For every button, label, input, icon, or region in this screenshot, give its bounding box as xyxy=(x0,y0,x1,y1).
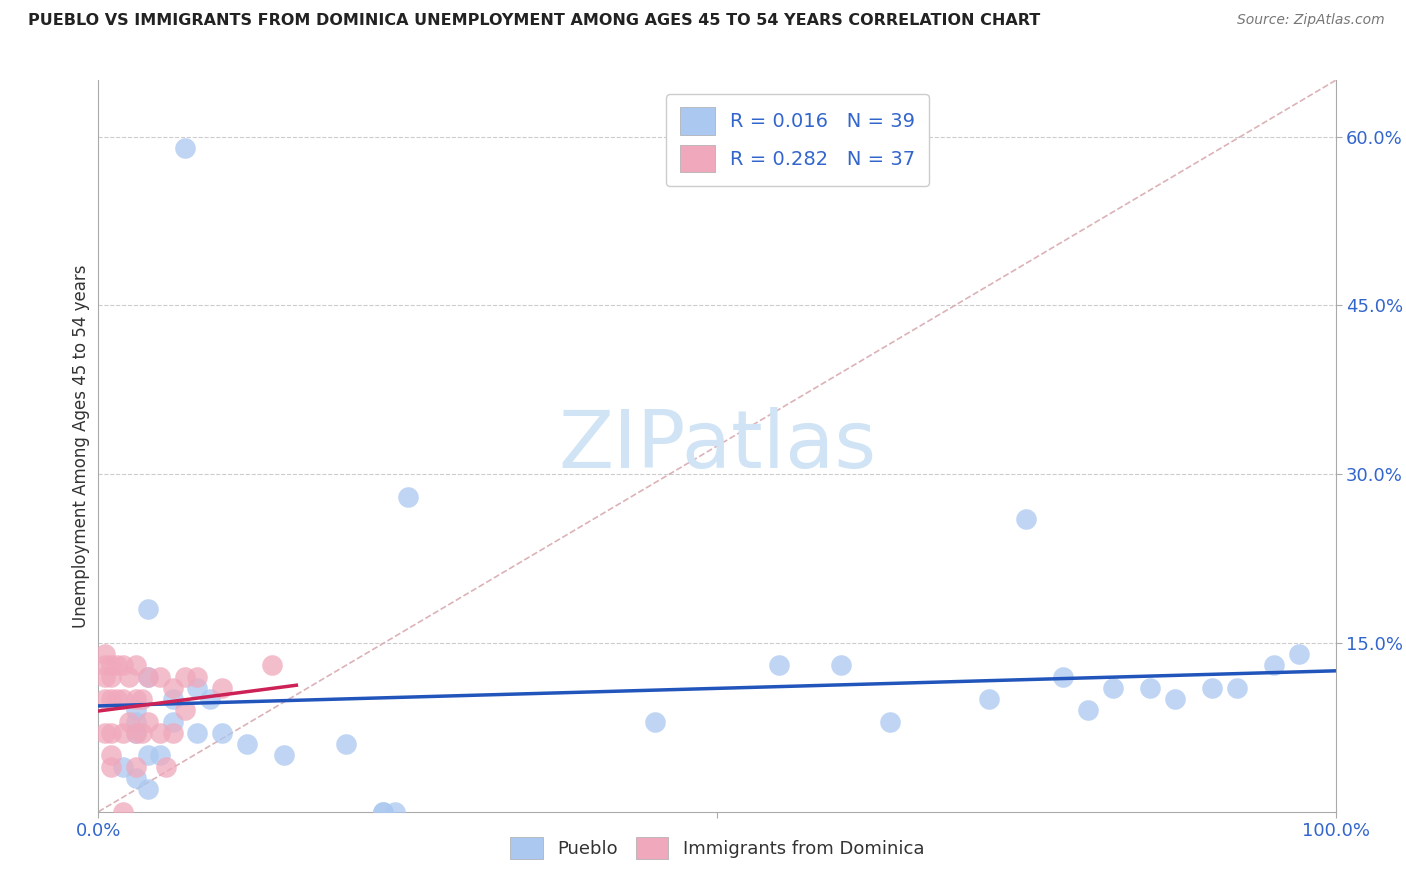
Point xyxy=(112,658,135,673)
Point xyxy=(371,805,394,819)
Point xyxy=(118,670,141,684)
Point xyxy=(149,748,172,763)
Y-axis label: Unemployment Among Ages 45 to 54 years: Unemployment Among Ages 45 to 54 years xyxy=(72,264,90,628)
Point xyxy=(979,692,1001,706)
Point xyxy=(186,670,208,684)
Point xyxy=(124,726,146,740)
Point xyxy=(100,726,122,740)
Point xyxy=(124,658,146,673)
Point xyxy=(100,760,122,774)
Point xyxy=(93,670,115,684)
Point xyxy=(644,714,666,729)
Point xyxy=(100,670,122,684)
Point xyxy=(1015,512,1038,526)
Point xyxy=(136,602,159,616)
Point xyxy=(112,726,135,740)
Point xyxy=(211,726,233,740)
Point xyxy=(131,726,153,740)
Point xyxy=(1139,681,1161,695)
Point xyxy=(1201,681,1223,695)
Point xyxy=(155,760,177,774)
Point xyxy=(124,760,146,774)
Point xyxy=(124,726,146,740)
Point xyxy=(124,692,146,706)
Point xyxy=(768,658,790,673)
Point xyxy=(1052,670,1074,684)
Point xyxy=(136,748,159,763)
Point xyxy=(105,692,128,706)
Point xyxy=(93,726,115,740)
Point xyxy=(1263,658,1285,673)
Point xyxy=(162,714,184,729)
Point xyxy=(174,703,197,717)
Point xyxy=(198,692,221,706)
Point xyxy=(93,658,115,673)
Point xyxy=(100,658,122,673)
Point xyxy=(136,670,159,684)
Point xyxy=(100,692,122,706)
Point xyxy=(112,760,135,774)
Point xyxy=(136,714,159,729)
Point xyxy=(1164,692,1187,706)
Point xyxy=(1077,703,1099,717)
Point xyxy=(100,748,122,763)
Text: PUEBLO VS IMMIGRANTS FROM DOMINICA UNEMPLOYMENT AMONG AGES 45 TO 54 YEARS CORREL: PUEBLO VS IMMIGRANTS FROM DOMINICA UNEMP… xyxy=(28,13,1040,29)
Point xyxy=(162,726,184,740)
Point xyxy=(118,714,141,729)
Point xyxy=(136,782,159,797)
Point xyxy=(273,748,295,763)
Point xyxy=(149,670,172,684)
Point xyxy=(149,726,172,740)
Point xyxy=(335,737,357,751)
Point xyxy=(371,805,394,819)
Text: ZIPatlas: ZIPatlas xyxy=(558,407,876,485)
Point xyxy=(124,703,146,717)
Legend: Pueblo, Immigrants from Dominica: Pueblo, Immigrants from Dominica xyxy=(501,829,934,869)
Point xyxy=(93,692,115,706)
Point xyxy=(174,670,197,684)
Point xyxy=(112,692,135,706)
Point xyxy=(124,771,146,785)
Point xyxy=(186,726,208,740)
Point xyxy=(830,658,852,673)
Point xyxy=(396,490,419,504)
Point xyxy=(211,681,233,695)
Point xyxy=(236,737,259,751)
Point xyxy=(112,805,135,819)
Point xyxy=(105,658,128,673)
Point xyxy=(162,692,184,706)
Point xyxy=(136,670,159,684)
Point xyxy=(1288,647,1310,661)
Text: Source: ZipAtlas.com: Source: ZipAtlas.com xyxy=(1237,13,1385,28)
Point xyxy=(879,714,901,729)
Point xyxy=(162,681,184,695)
Point xyxy=(1102,681,1125,695)
Point xyxy=(93,647,115,661)
Point xyxy=(186,681,208,695)
Point xyxy=(131,692,153,706)
Point xyxy=(174,141,197,155)
Point xyxy=(260,658,283,673)
Point xyxy=(1226,681,1249,695)
Point xyxy=(384,805,406,819)
Point xyxy=(124,714,146,729)
